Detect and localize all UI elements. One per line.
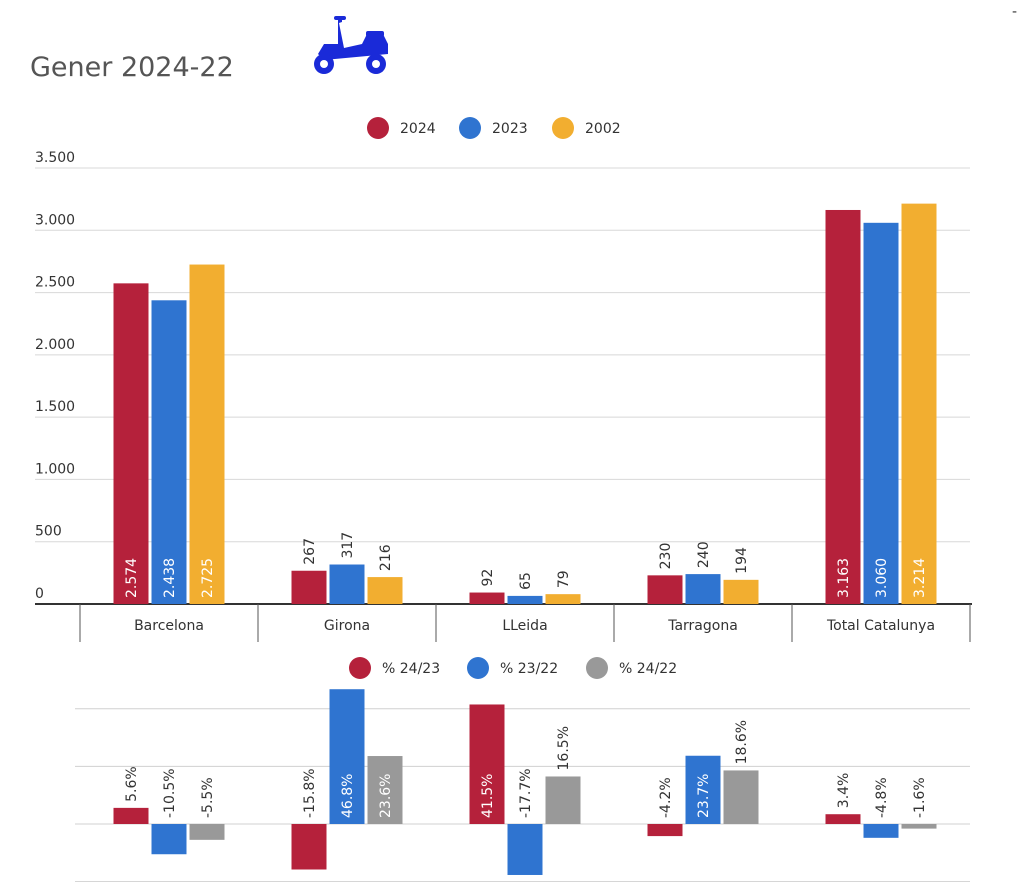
x-tick-label: Girona <box>324 618 370 634</box>
scooter-icon <box>304 14 390 82</box>
data-label: 92 <box>480 569 496 587</box>
data-label: 216 <box>378 544 394 571</box>
data-label: 18.6% <box>734 720 750 764</box>
corner-mark: - <box>1012 4 1018 20</box>
bar-pct-24-23-tarragona <box>647 824 683 837</box>
x-tick-label: Tarragona <box>667 618 738 634</box>
data-label: 65 <box>518 572 534 590</box>
bar-2002-total-catalunya <box>901 203 937 604</box>
data-label: 230 <box>658 543 674 570</box>
x-tick-label: Barcelona <box>134 618 204 634</box>
legend-label: 2023 <box>492 121 528 137</box>
y-tick-label: 0 <box>35 586 44 602</box>
data-label: 23.6% <box>378 774 394 818</box>
bar-2024-girona <box>291 570 327 604</box>
data-label: 267 <box>302 538 318 565</box>
data-label: -10.5% <box>162 768 178 818</box>
legend-marker <box>467 657 489 679</box>
data-label: 317 <box>340 532 356 559</box>
chart-title: Gener 2024-22 <box>30 52 234 83</box>
legend-marker <box>552 117 574 139</box>
bar-pct-24-22-barcelona <box>189 824 225 840</box>
y-tick-label: 1.500 <box>35 399 75 415</box>
data-label: 3.163 <box>836 558 852 598</box>
bar-2023-tarragona <box>685 574 721 604</box>
chart-main: 0 500 1.000 1.500 2.000 2.500 3.000 3.500 Barcel… <box>35 117 972 642</box>
bar-pct-23-22-tarragona <box>685 755 721 824</box>
bar-2024-lleida <box>469 592 505 604</box>
bar-pct-24-23-total-catalunya <box>825 814 861 824</box>
data-label: 3.214 <box>912 558 928 598</box>
legend-marker <box>349 657 371 679</box>
bar-2023-lleida <box>507 595 543 604</box>
bar-pct-23-22-barcelona <box>151 824 187 855</box>
bar-pct-23-22-lleida <box>507 824 543 875</box>
bar-2024-total-catalunya <box>825 209 861 604</box>
bar-2023-total-catalunya <box>863 222 899 604</box>
bar-pct-24-22-girona <box>367 756 403 824</box>
y-tick-label: 2.000 <box>35 337 75 353</box>
legend-label: % 23/22 <box>500 661 558 677</box>
bar-2002-tarragona <box>723 579 759 604</box>
bar-pct-23-22-total-catalunya <box>863 824 899 838</box>
data-label: 23.7% <box>696 774 712 818</box>
data-label: -15.8% <box>302 768 318 818</box>
bar-pct-24-23-girona <box>291 824 327 870</box>
legend-marker <box>459 117 481 139</box>
bar-2002-girona <box>367 577 403 604</box>
data-label: -4.2% <box>658 777 674 818</box>
bar-2024-tarragona <box>647 575 683 604</box>
bar-pct-24-22-lleida <box>545 776 581 824</box>
legend-marker <box>586 657 608 679</box>
legend-label: % 24/22 <box>619 661 677 677</box>
bar-2023-girona <box>329 564 365 604</box>
legend-label: 2002 <box>585 121 621 137</box>
y-tick-label: 2.500 <box>35 275 75 291</box>
bar-2024-barcelona <box>113 283 149 604</box>
bar-pct-24-23-barcelona <box>113 807 149 824</box>
data-label: 194 <box>734 547 750 574</box>
x-tick-label: LLeida <box>502 618 547 634</box>
bar-pct-24-22-tarragona <box>723 770 759 824</box>
data-label: 41.5% <box>480 774 496 818</box>
data-label: -4.8% <box>874 777 890 818</box>
data-label: 16.5% <box>556 726 572 770</box>
bar-2002-lleida <box>545 594 581 604</box>
y-tick-label: 3.500 <box>35 150 75 166</box>
data-label: 2.438 <box>162 558 178 598</box>
y-tick-label: 3.000 <box>35 212 75 228</box>
data-label: 79 <box>556 570 572 588</box>
legend-label: 2024 <box>400 121 436 137</box>
x-tick-label: Total Catalunya <box>826 618 935 634</box>
data-label: -1.6% <box>912 777 928 818</box>
data-label: 3.060 <box>874 558 890 598</box>
data-label: 3.4% <box>836 773 852 809</box>
bar-2023-barcelona <box>151 300 187 604</box>
bar-pct-23-22-girona <box>329 689 365 824</box>
legend-marker <box>367 117 389 139</box>
data-label: 46.8% <box>340 774 356 818</box>
y-tick-label: 500 <box>35 524 62 540</box>
data-label: 240 <box>696 541 712 568</box>
bar-2002-barcelona <box>189 264 225 604</box>
bar-pct-24-23-lleida <box>469 704 505 824</box>
data-label: 5.6% <box>124 766 140 802</box>
bar-pct-24-22-total-catalunya <box>901 824 937 829</box>
y-tick-label: 1.000 <box>35 461 75 477</box>
data-label: 2.574 <box>124 558 140 598</box>
data-label: -17.7% <box>518 768 534 818</box>
legend-label: % 24/23 <box>382 661 440 677</box>
data-label: -5.5% <box>200 777 216 818</box>
data-label: 2.725 <box>200 558 216 598</box>
